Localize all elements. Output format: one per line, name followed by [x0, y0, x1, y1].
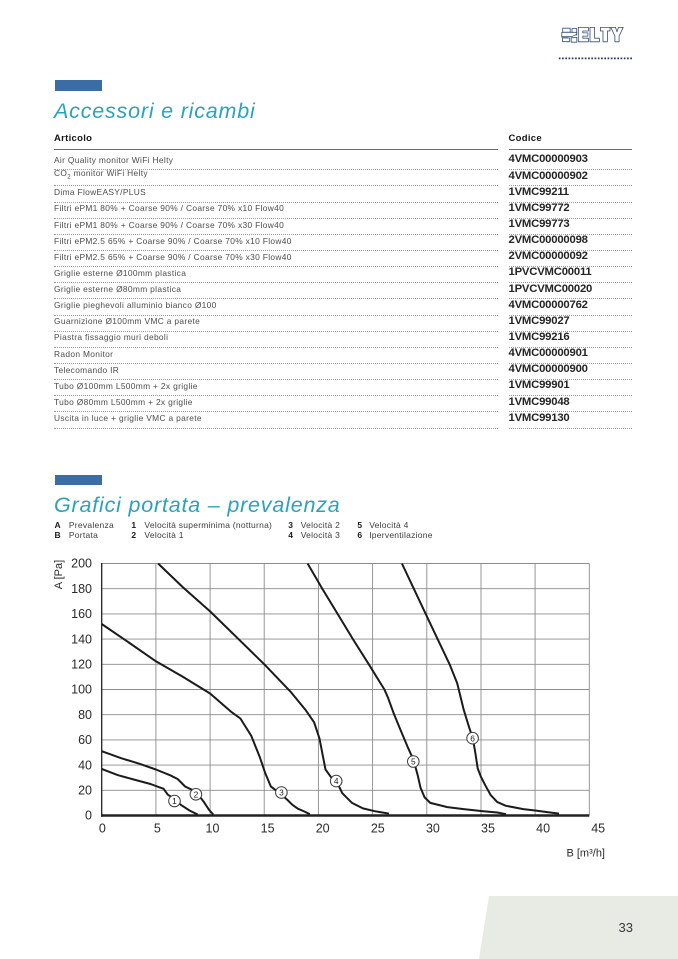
svg-text:5: 5 [411, 757, 416, 767]
svg-text:200: 200 [71, 557, 92, 571]
svg-text:140: 140 [71, 632, 92, 646]
svg-text:25: 25 [371, 822, 385, 836]
svg-text:160: 160 [71, 607, 92, 621]
svg-text:30: 30 [426, 822, 440, 836]
svg-text:40: 40 [536, 822, 550, 836]
svg-text:B [m³/h]: B [m³/h] [566, 848, 605, 860]
svg-text:4: 4 [334, 776, 339, 786]
svg-text:45: 45 [591, 822, 605, 836]
svg-text:3: 3 [279, 788, 284, 798]
svg-text:40: 40 [78, 758, 92, 772]
svg-text:10: 10 [206, 822, 220, 836]
svg-text:1: 1 [172, 796, 177, 806]
svg-text:15: 15 [261, 822, 275, 836]
svg-text:0: 0 [99, 822, 106, 836]
svg-text:80: 80 [78, 708, 92, 722]
svg-text:2: 2 [194, 789, 199, 799]
svg-text:A [Pa]: A [Pa] [53, 560, 65, 589]
svg-text:180: 180 [71, 582, 92, 596]
svg-text:0: 0 [85, 809, 92, 823]
svg-text:20: 20 [316, 822, 330, 836]
svg-text:60: 60 [78, 733, 92, 747]
svg-text:100: 100 [71, 683, 92, 697]
svg-text:120: 120 [71, 658, 92, 672]
svg-text:5: 5 [154, 822, 161, 836]
svg-text:35: 35 [481, 822, 495, 836]
svg-text:6: 6 [470, 733, 475, 743]
svg-text:20: 20 [78, 784, 92, 798]
